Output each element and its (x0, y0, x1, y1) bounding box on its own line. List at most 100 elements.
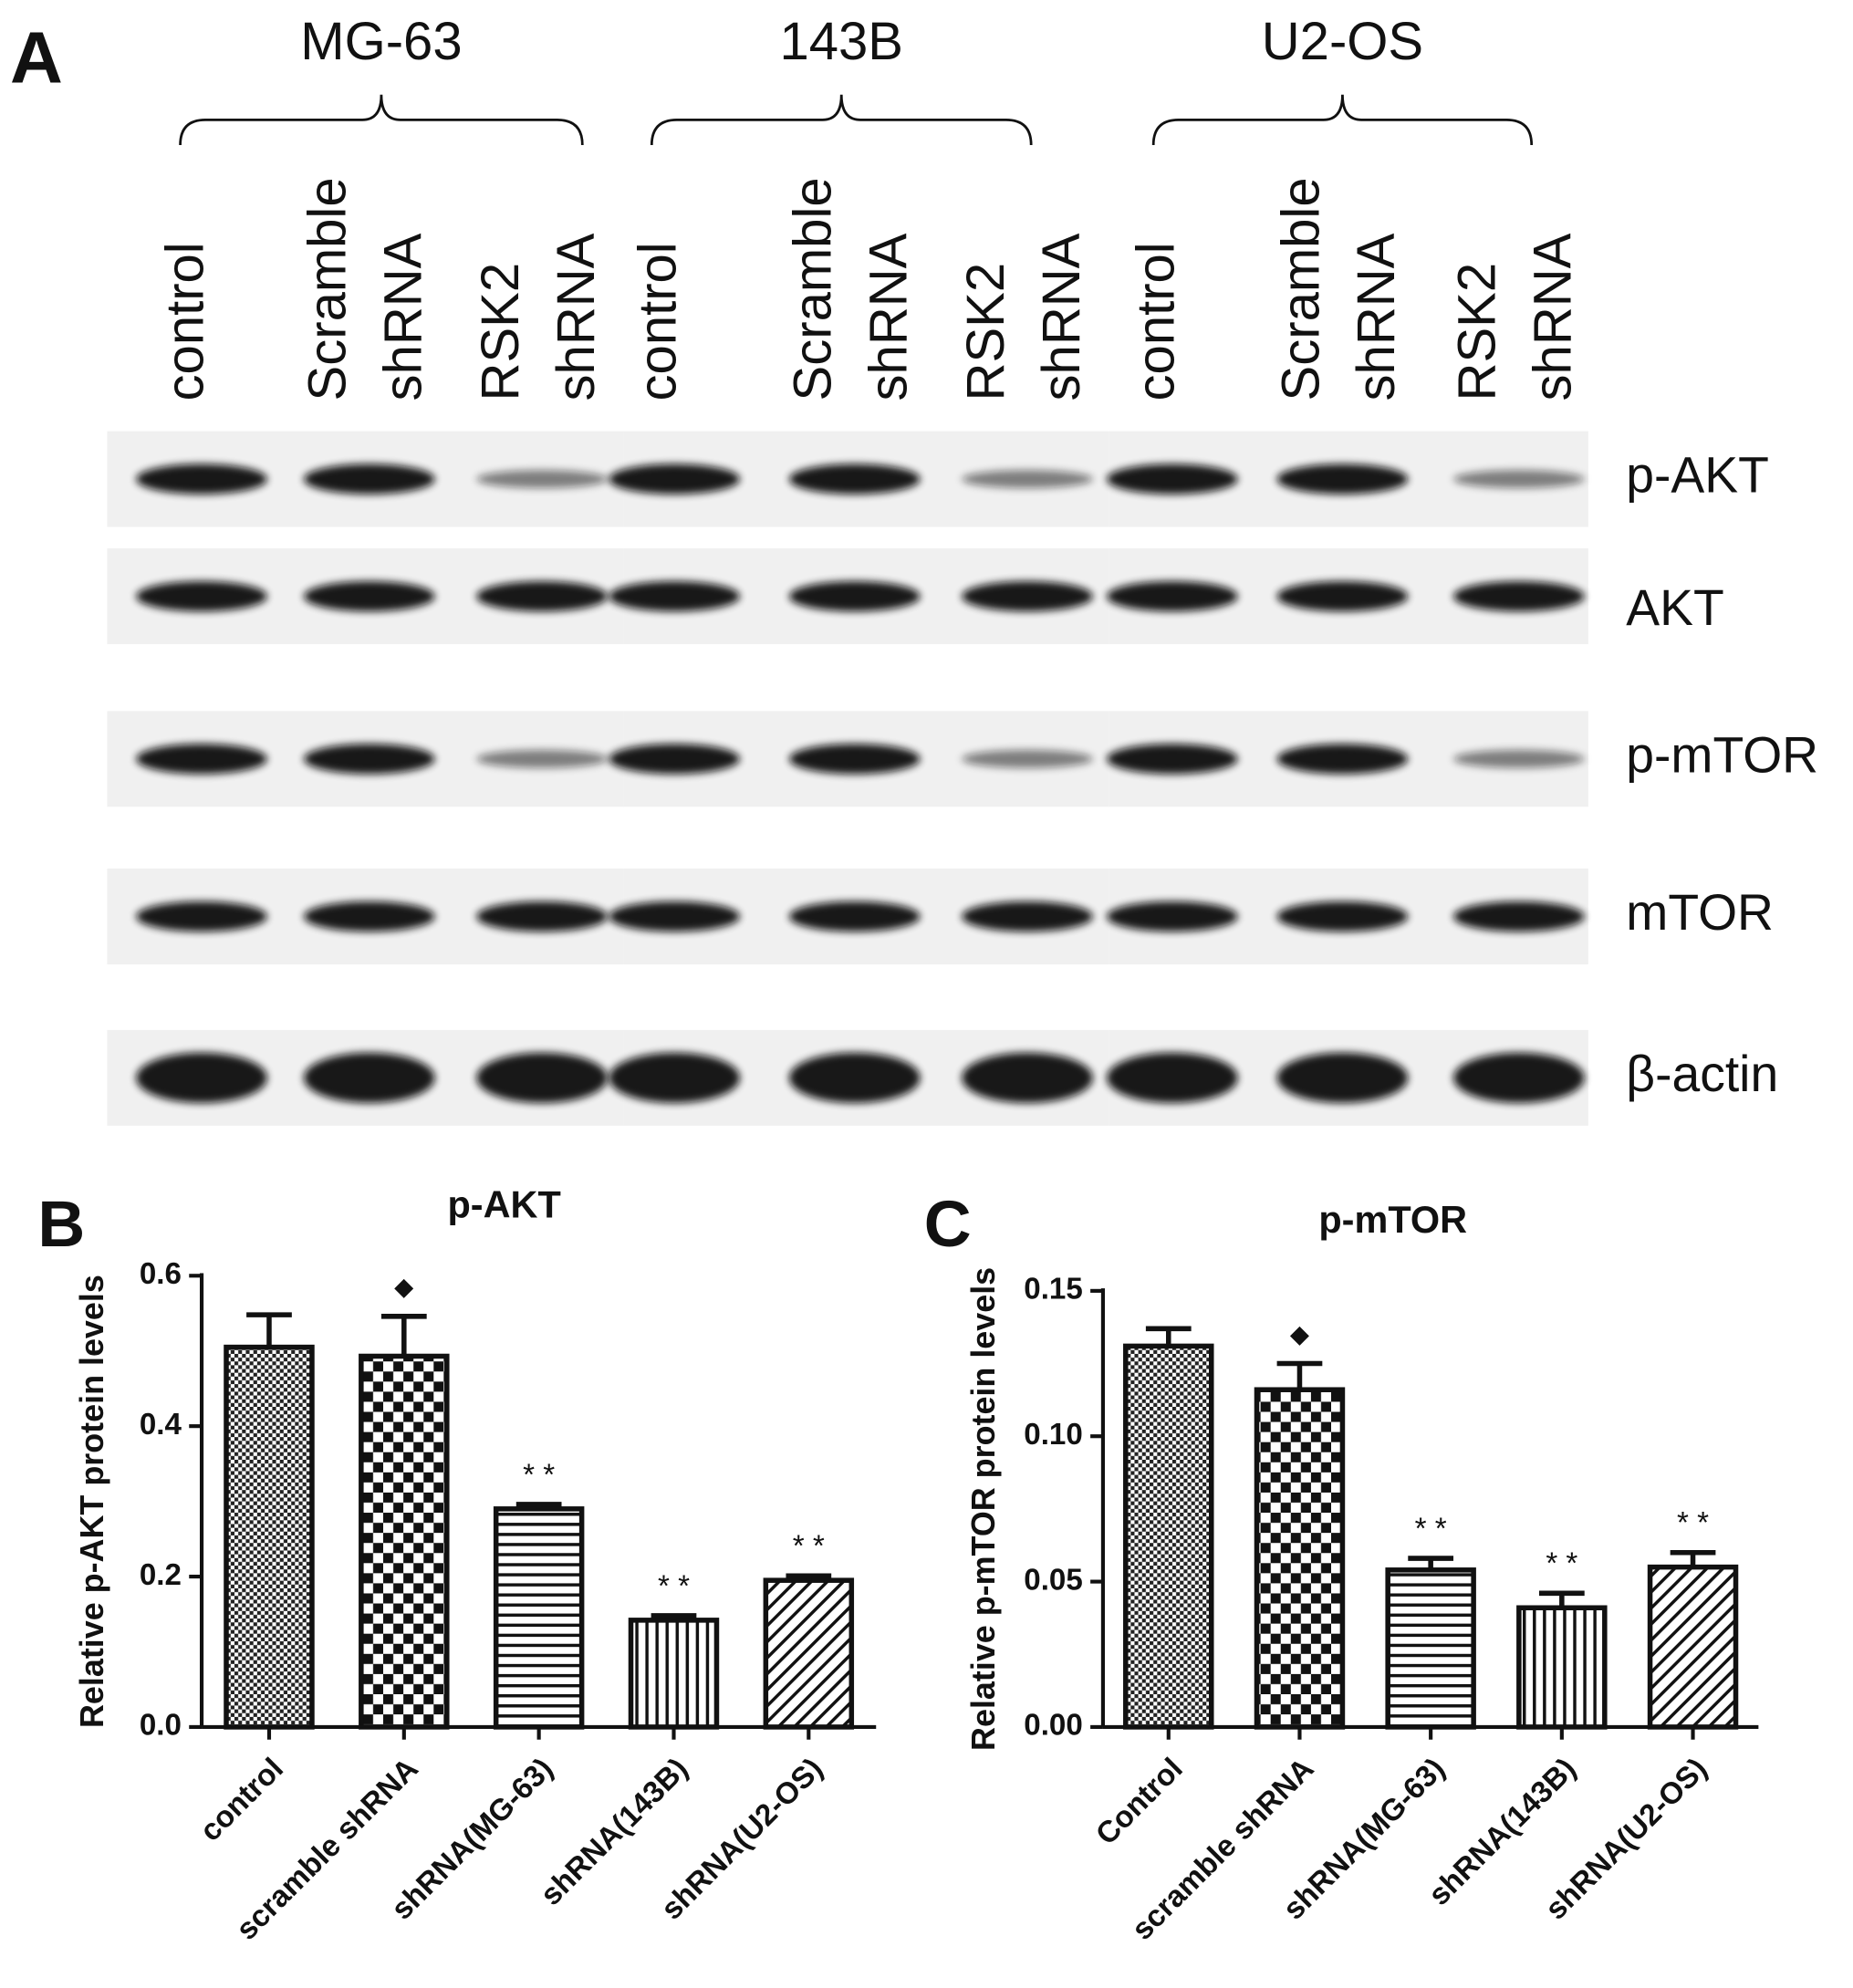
blot-band (1107, 744, 1238, 775)
y-tick-label: 0.4 (140, 1408, 182, 1442)
blot-band (303, 463, 435, 494)
blot-band (788, 581, 921, 612)
blot-band (136, 1052, 267, 1104)
lane-label: control (629, 242, 688, 401)
bar (224, 1344, 315, 1730)
significance-marker: ◆ (394, 1273, 414, 1301)
protein-label: p-AKT (1626, 447, 1769, 504)
group-label: U2-OS (1262, 12, 1423, 71)
blot-band (136, 744, 267, 775)
error-bar (1670, 1549, 1716, 1567)
error-bar (651, 1613, 697, 1620)
protein-label: AKT (1626, 579, 1723, 636)
panel-label: A (10, 16, 63, 98)
y-tick-label: 0.6 (140, 1257, 182, 1291)
significance-marker: ◆ (1290, 1319, 1310, 1348)
blot-band (788, 1052, 921, 1104)
x-tick-label: control (193, 1752, 290, 1848)
lane-label: control (156, 242, 215, 401)
blot-band (788, 744, 921, 775)
y-tick-label: 0.0 (140, 1709, 182, 1743)
x-tick-label: Control (1089, 1752, 1189, 1851)
blot-band (1276, 744, 1409, 775)
blot-band (1276, 463, 1409, 494)
significance-marker: * * (658, 1569, 690, 1603)
bar (628, 1618, 720, 1730)
blot-band (1276, 900, 1409, 932)
blot-band (476, 1052, 608, 1104)
brace (1151, 94, 1534, 146)
blot-band (303, 744, 435, 775)
protein-label: β-actin (1626, 1046, 1778, 1102)
blot-band (962, 900, 1093, 932)
bar (1254, 1387, 1346, 1730)
blot-band (136, 463, 267, 494)
error-bar (1145, 1326, 1192, 1347)
significance-marker: * * (1677, 1506, 1709, 1540)
blot-band (1107, 463, 1238, 494)
blot-band (1107, 900, 1238, 932)
panel-label: B (37, 1188, 85, 1261)
significance-marker: * * (523, 1458, 555, 1492)
lane-label: RSK2 (1448, 263, 1507, 401)
blot-band (476, 749, 608, 768)
error-bar (1538, 1590, 1585, 1608)
bar (1516, 1605, 1608, 1730)
protein-label: mTOR (1626, 884, 1774, 941)
lane-label: Scramble (298, 177, 358, 401)
group-label: 143B (779, 12, 903, 71)
lane-label: RSK2 (471, 263, 530, 401)
y-axis-label: Relative p-AKT protein levels (73, 1275, 110, 1728)
lane-label: Scramble (784, 177, 843, 401)
error-bar (246, 1312, 292, 1348)
bar (1123, 1343, 1214, 1730)
blot-band (962, 749, 1093, 768)
error-bar (1408, 1556, 1454, 1570)
chart-title: p-mTOR (1318, 1198, 1467, 1241)
protein-label: p-mTOR (1626, 726, 1818, 783)
chart-title: p-AKT (448, 1183, 561, 1226)
lane-label: Scramble (1271, 177, 1330, 401)
blot-band (303, 900, 435, 932)
bar (493, 1506, 585, 1730)
brace (650, 94, 1033, 146)
group-label: MG-63 (300, 12, 462, 71)
blot-band (303, 1052, 435, 1104)
blot-band (962, 470, 1093, 489)
blot-band (136, 900, 267, 932)
y-tick-label: 0.05 (1024, 1563, 1083, 1597)
blot-band (476, 581, 608, 612)
blot-band (609, 581, 741, 612)
error-bar (380, 1314, 427, 1357)
blot-band (609, 900, 741, 932)
blot-band (962, 581, 1093, 612)
significance-marker: * * (793, 1530, 825, 1564)
lane-label: RSK2 (956, 263, 1015, 401)
blot-band (609, 744, 741, 775)
blot-band (476, 900, 608, 932)
error-bar (1276, 1360, 1323, 1390)
lane-label: shRNA (859, 233, 919, 401)
y-tick-label: 0.00 (1024, 1709, 1083, 1743)
blot-band (609, 1052, 741, 1104)
blot-band (1453, 470, 1585, 489)
y-axis-label: Relative p-mTOR protein levels (964, 1267, 1002, 1751)
lane-label: shRNA (374, 233, 433, 401)
y-tick-label: 0.2 (140, 1558, 182, 1592)
bar (1385, 1567, 1476, 1730)
panel-label: C (924, 1188, 972, 1261)
blot-band (1276, 1052, 1409, 1104)
error-bar (786, 1573, 832, 1581)
error-bar (515, 1502, 562, 1509)
blot-band (1453, 1052, 1585, 1104)
y-tick-label: 0.10 (1024, 1418, 1083, 1452)
significance-marker: * * (1546, 1547, 1577, 1581)
brace (179, 94, 584, 146)
lane-label: shRNA (547, 233, 606, 401)
y-tick-label: 0.15 (1024, 1273, 1083, 1306)
bar (763, 1577, 855, 1730)
lane-label: shRNA (1347, 233, 1406, 401)
bar (359, 1353, 450, 1730)
blot-band (136, 581, 267, 612)
